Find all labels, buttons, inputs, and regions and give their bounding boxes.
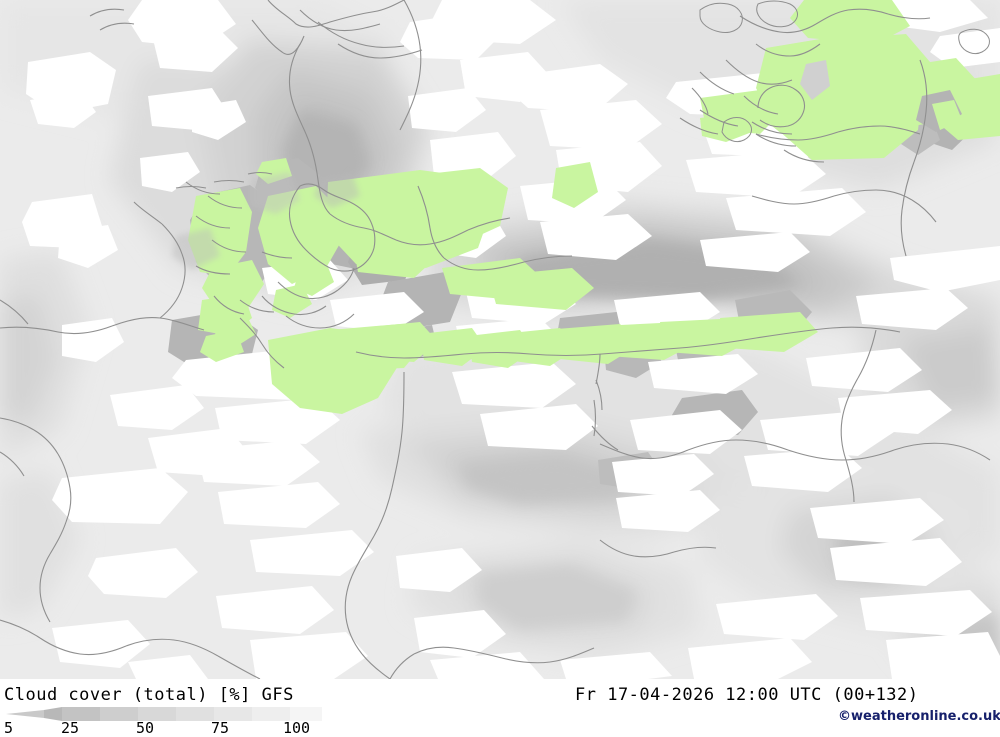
scale-swatch-0 — [62, 707, 100, 721]
scale-swatch-2 — [138, 707, 176, 721]
scale-swatch-4 — [214, 707, 252, 721]
scale-tick-75: 75 — [211, 719, 230, 737]
island-outlines — [699, 0, 990, 143]
scale-bar[interactable] — [0, 705, 330, 721]
scale-tick-50: 50 — [136, 719, 155, 737]
map-title: Cloud cover (total) [%] GFS — [4, 685, 294, 705]
map-footer: Cloud cover (total) [%] GFS Fr 17-04-202… — [0, 679, 1000, 737]
scale-wedge-mid — [44, 707, 62, 721]
scale-swatch-3 — [176, 707, 214, 721]
scale-swatch-1 — [100, 707, 138, 721]
low-cloud-regions — [188, 0, 1000, 414]
scale-tick-100: 100 — [283, 719, 311, 737]
scale-swatch-6 — [290, 707, 322, 721]
scale-tick-5: 5 — [4, 719, 14, 737]
cloud-cover-scale[interactable]: 5 25 50 75 100 — [0, 705, 330, 737]
scale-tick-25: 25 — [61, 719, 80, 737]
scale-wedge-tip — [6, 710, 44, 718]
clear-sky-cells — [22, 0, 1000, 679]
coastlines-and-borders — [0, 0, 991, 679]
cloud-cover-map[interactable] — [0, 0, 1000, 679]
valid-datetime: Fr 17-04-2026 12:00 UTC (00+132) — [575, 685, 919, 705]
scale-swatch-5 — [252, 707, 290, 721]
map-canvas — [0, 0, 1000, 679]
copyright-label: ©weatheronline.co.uk — [838, 709, 1000, 724]
